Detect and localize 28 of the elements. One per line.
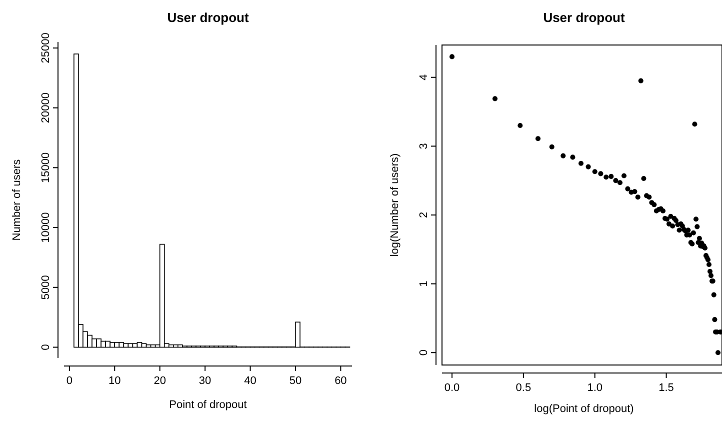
y-axis-title: log(Number of users) xyxy=(389,153,401,257)
y-tick-label: 0 xyxy=(40,344,52,350)
chart-title: User dropout xyxy=(167,10,250,25)
x-tick-label: 10 xyxy=(108,375,121,387)
y-tick-label: 4 xyxy=(418,74,430,80)
y-tick-label: 10000 xyxy=(40,212,52,243)
y-tick-label: 2 xyxy=(418,212,430,218)
y-tick-label: 15000 xyxy=(40,152,52,183)
x-tick-label: 0.5 xyxy=(516,382,532,394)
y-tick-label: 20000 xyxy=(40,92,52,124)
chart-title: User dropout xyxy=(543,10,626,25)
x-tick-label: 1.0 xyxy=(587,382,603,394)
y-axis-title: Number of users xyxy=(11,158,23,241)
y-tick-label: 0 xyxy=(418,350,430,356)
y-tick-label: 25000 xyxy=(40,32,52,64)
x-axis-title: log(Point of dropout) xyxy=(534,403,634,415)
x-tick-label: 1.5 xyxy=(658,382,674,394)
x-tick-label: 0 xyxy=(66,375,72,387)
x-tick-label: 40 xyxy=(244,375,256,387)
y-tick-label: 5000 xyxy=(40,275,52,300)
y-tick-label: 1 xyxy=(418,280,430,287)
x-tick-label: 0.0 xyxy=(444,382,460,394)
x-tick-label: 50 xyxy=(289,375,302,387)
x-tick-label: 30 xyxy=(198,375,212,387)
y-tick-label: 3 xyxy=(418,143,430,150)
x-axis-title: Point of dropout xyxy=(169,399,247,411)
x-tick-label: 60 xyxy=(334,375,347,387)
x-tick-label: 20 xyxy=(154,375,166,387)
